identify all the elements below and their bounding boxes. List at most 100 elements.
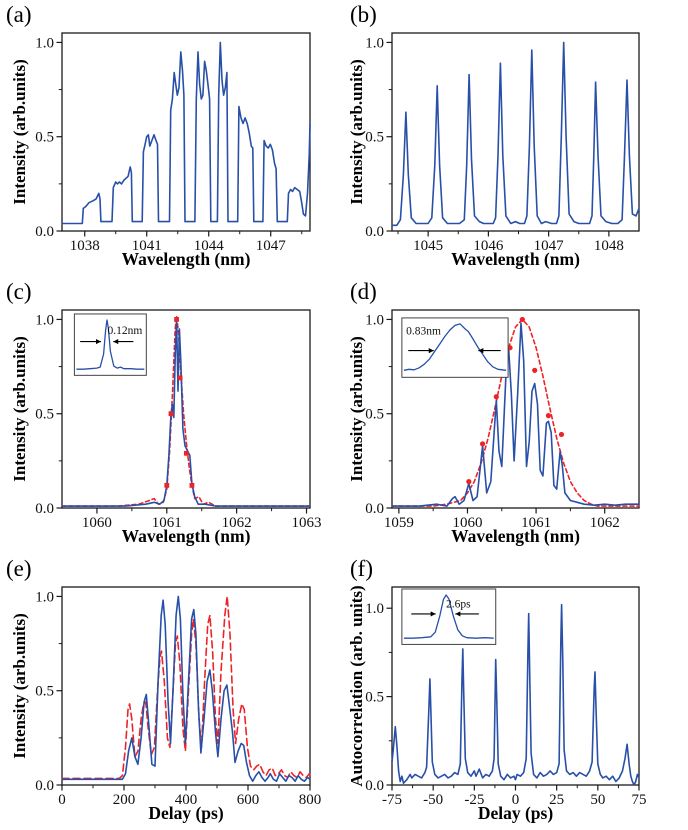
y-tick-label: 1.0 bbox=[365, 601, 384, 617]
x-tick-label: 1062 bbox=[590, 515, 620, 531]
series bbox=[61, 314, 311, 507]
panel-f-label: (f) bbox=[350, 556, 373, 581]
x-tick-label: 75 bbox=[632, 792, 647, 808]
fwhm-arrowhead bbox=[478, 347, 484, 354]
fwhm-arrowhead bbox=[113, 338, 119, 345]
panel-d-x-axis-title: Wavelength (nm) bbox=[451, 526, 580, 546]
y-tick-label: 1.0 bbox=[35, 589, 54, 605]
y-tick-label: 1.0 bbox=[365, 312, 384, 328]
axes bbox=[391, 32, 640, 232]
plot-frame bbox=[391, 309, 640, 509]
x-tick-label: 1047 bbox=[534, 238, 565, 254]
y-tick-label: 0.5 bbox=[35, 407, 54, 423]
plot-frame bbox=[61, 586, 311, 786]
autocorrelation-trace-line bbox=[391, 603, 640, 786]
fwhm-inset: 2.6ps bbox=[401, 588, 497, 645]
y-tick-label: 0.5 bbox=[35, 130, 54, 146]
x-tick-label: 800 bbox=[299, 792, 322, 808]
x-tick-label: 0 bbox=[58, 792, 66, 808]
axes bbox=[61, 32, 311, 232]
x-tick-label: 1038 bbox=[70, 238, 100, 254]
panel-c-x-axis-title: Wavelength (nm) bbox=[121, 526, 251, 546]
series bbox=[61, 41, 311, 225]
inset-curve bbox=[76, 319, 145, 370]
mode-points bbox=[466, 316, 565, 485]
axes bbox=[61, 309, 311, 509]
series bbox=[61, 595, 311, 782]
fwhm-arrowhead bbox=[428, 347, 434, 354]
measured-pulse-line bbox=[61, 595, 311, 782]
comb-spectrum-line bbox=[391, 41, 640, 227]
modulated-spectrum-line bbox=[61, 41, 311, 225]
panel-f-plot: -75 -50 -25 0 25 50 75 0.0 0.5 1.0 2.6ps bbox=[365, 586, 647, 808]
y-tick-label: 0.5 bbox=[35, 684, 54, 700]
panel-d-plot: 1059 1060 1061 1062 0.0 0.5 1.0 0.83nm bbox=[365, 309, 640, 531]
ticks: -75 -50 -25 0 25 50 75 0.0 0.5 1.0 bbox=[365, 601, 646, 808]
axes bbox=[391, 309, 640, 509]
ticks: 1060 1061 1062 1063 0.0 0.5 1.0 bbox=[35, 312, 321, 531]
inset-curve bbox=[403, 323, 507, 371]
panel-e-plot: 0 200 400 600 800 0.0 0.5 1.0 bbox=[35, 586, 321, 808]
x-tick-label: 1047 bbox=[256, 238, 287, 254]
series bbox=[391, 41, 640, 227]
y-tick-label: 1.0 bbox=[365, 35, 384, 51]
ticks: 1045 1046 1047 1048 0.0 0.5 1.0 bbox=[365, 35, 624, 254]
panel-b-plot: 1045 1046 1047 1048 0.0 0.5 1.0 bbox=[365, 32, 640, 254]
y-tick-label: 0.0 bbox=[365, 224, 384, 240]
panel-d: (d) Intensity (arb.units) 1059 1060 1061 10… bbox=[344, 277, 688, 554]
fwhm-inset: 0.12nm bbox=[73, 313, 147, 376]
panel-e-label: (e) bbox=[6, 556, 32, 581]
y-tick-label: 0.5 bbox=[365, 407, 384, 423]
mode-points bbox=[164, 317, 195, 488]
plot-frame bbox=[61, 309, 311, 509]
series bbox=[391, 603, 640, 786]
x-tick-label: 400 bbox=[175, 792, 198, 808]
y-tick-label: 0.0 bbox=[365, 501, 384, 517]
x-tick-label: 25 bbox=[549, 792, 564, 808]
x-tick-label: 1045 bbox=[413, 238, 443, 254]
panel-b: (b) Intensity (arb.units) 1045 1046 1047 10… bbox=[344, 0, 688, 277]
x-tick-label: 1059 bbox=[384, 515, 414, 531]
x-tick-label: 1041 bbox=[132, 238, 162, 254]
panel-a-plot: 1038 1041 1044 1047 0.0 0.5 1.0 bbox=[35, 32, 311, 254]
panel-e: (e) Intensity (arb.units) 0 200 400 600 800 0… bbox=[0, 554, 344, 830]
x-tick-label: 1044 bbox=[194, 238, 225, 254]
panel-a: (a) Intensity (arb.units) 1038 1041 1044 10… bbox=[0, 0, 344, 277]
y-tick-label: 0.5 bbox=[365, 690, 384, 706]
y-tick-label: 1.0 bbox=[35, 312, 54, 328]
x-tick-label: 1063 bbox=[292, 515, 322, 531]
fwhm-label: 0.12nm bbox=[107, 325, 142, 337]
panel-b-x-axis-title: Wavelength (nm) bbox=[451, 249, 580, 269]
fwhm-arrowhead bbox=[96, 338, 102, 345]
measured-spectrum-line bbox=[61, 318, 311, 507]
x-tick-label: 1061 bbox=[521, 515, 551, 531]
x-tick-label: 1046 bbox=[473, 238, 504, 254]
x-tick-label: 1060 bbox=[452, 515, 482, 531]
y-tick-label: 0.0 bbox=[35, 224, 54, 240]
ticks: 0 200 400 600 800 0.0 0.5 1.0 bbox=[35, 589, 321, 808]
plot-frame bbox=[391, 32, 640, 232]
x-tick-label: 0 bbox=[512, 792, 520, 808]
x-tick-label: 600 bbox=[237, 792, 260, 808]
x-tick-label: 50 bbox=[590, 792, 605, 808]
panel-f: (f) Autocorrelation (arb. units) -75 -50-… bbox=[344, 554, 688, 830]
plot-frame bbox=[61, 32, 311, 232]
y-tick-label: 1.0 bbox=[35, 35, 54, 51]
simulated-pulse-line bbox=[61, 595, 311, 780]
x-tick-label: 1061 bbox=[152, 515, 182, 531]
fwhm-label: 0.83nm bbox=[406, 326, 441, 338]
ticks: 1038 1041 1044 1047 0.0 0.5 1.0 bbox=[35, 35, 303, 254]
x-tick-label: -25 bbox=[464, 792, 484, 808]
x-tick-label: 1062 bbox=[222, 515, 252, 531]
panel-a-x-axis-title: Wavelength (nm) bbox=[121, 249, 251, 269]
fwhm-arrowhead bbox=[455, 611, 461, 617]
fwhm-inset: 0.83nm bbox=[401, 317, 509, 378]
x-tick-label: -50 bbox=[423, 792, 443, 808]
panel-c-plot: 1060 1061 1062 1063 0.0 0.5 1.0 0.12nm bbox=[35, 309, 322, 531]
panel-c: (c) Intensity (arb.units) 1060 1061 1062 10… bbox=[0, 277, 344, 554]
panel-b-label: (b) bbox=[350, 2, 377, 27]
x-tick-label: 200 bbox=[113, 792, 136, 808]
mode-locked-spectrum-line bbox=[391, 322, 640, 507]
y-tick-label: 0.5 bbox=[365, 130, 384, 146]
